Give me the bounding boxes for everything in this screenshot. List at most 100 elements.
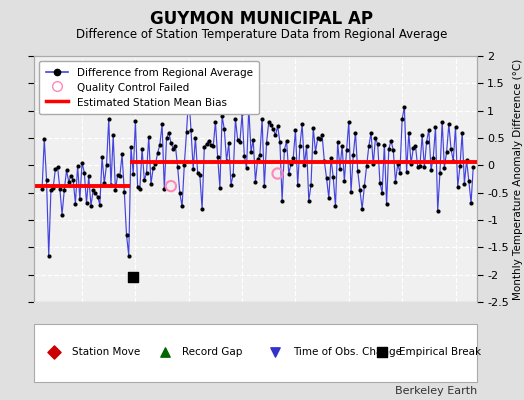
Point [193,169,202,176]
Point [402,168,411,175]
Point [394,161,402,167]
Point [363,163,371,170]
Point [300,161,309,168]
Point [276,139,284,146]
Point [147,181,155,187]
Point [216,184,224,191]
Point [254,156,262,162]
Point [356,187,364,193]
Point [158,121,166,128]
Point [89,187,97,194]
Point [431,124,440,130]
Point [427,167,435,173]
Point [154,150,162,156]
Point [345,118,353,125]
Point [84,173,93,180]
Point [265,118,273,125]
Point [98,154,106,160]
Point [176,190,184,197]
Point [129,170,137,177]
Text: Station Move: Station Move [72,347,140,357]
Point [289,155,298,161]
Point [316,136,324,142]
Point [129,274,137,280]
Legend: Difference from Regional Average, Quality Control Failed, Estimated Station Mean: Difference from Regional Average, Qualit… [39,61,259,114]
Point [93,194,102,200]
Point [45,252,53,259]
Point [438,118,446,125]
Point [105,116,113,122]
Point [422,138,431,145]
Point [87,202,95,209]
Point [118,151,126,158]
Point [329,174,337,181]
Point [460,180,468,187]
Point [269,126,277,132]
Point [178,203,187,210]
Point [340,178,348,184]
Point [202,140,211,147]
Point [377,349,386,355]
Point [378,190,386,196]
Point [173,164,182,170]
Point [274,123,282,129]
Point [445,121,453,128]
Point [367,130,375,136]
Point [140,177,148,184]
Point [280,147,289,153]
Point [107,182,115,188]
Point [462,157,471,164]
Point [82,200,91,206]
Point [69,177,78,183]
Point [433,208,442,214]
Point [396,170,404,176]
Point [387,138,395,144]
Point [258,116,266,122]
Point [298,121,307,128]
Point [207,142,215,148]
Point [169,146,178,152]
Point [440,164,449,171]
Point [80,169,89,176]
Point [282,138,291,144]
Point [67,172,75,179]
Point [218,113,226,119]
Point [182,129,191,135]
Point [256,152,264,158]
Point [405,129,413,136]
Point [274,170,282,177]
Point [120,188,128,195]
Point [458,129,466,136]
Point [156,142,164,148]
Point [160,186,169,192]
Point [62,167,71,174]
Point [167,140,175,146]
Point [189,166,198,172]
Point [165,129,173,136]
Point [145,133,153,140]
Point [318,132,326,138]
Point [51,166,60,172]
Point [102,162,111,168]
Point [338,143,346,149]
Point [358,206,366,212]
Point [385,146,393,152]
Point [467,200,475,206]
Point [354,168,362,174]
Point [240,153,248,159]
Point [245,105,253,111]
Point [336,166,344,172]
Point [167,183,175,189]
Point [287,161,295,167]
Point [454,184,462,190]
Point [247,148,255,155]
Point [327,155,335,162]
Point [309,124,318,131]
Point [71,200,80,207]
Point [407,160,415,167]
Point [400,104,409,110]
Point [220,126,228,133]
Point [236,139,244,146]
Point [249,137,257,143]
Point [225,140,233,147]
